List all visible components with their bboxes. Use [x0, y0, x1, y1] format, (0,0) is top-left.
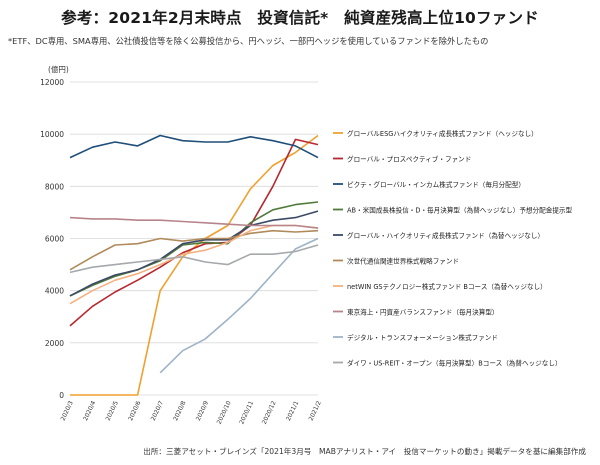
legend-entry: グローバル・プロスペクティブ・ファンド — [347, 154, 471, 163]
series-lines — [69, 134, 319, 396]
legend-entry: 次世代通信関連世界株式戦略ファンド — [347, 256, 459, 265]
y-tick-label: 10000 — [40, 130, 64, 139]
series-line-3 — [69, 134, 319, 159]
source-note: 出所：三菱アセット・ブレインズ「2021年3月号 MABアナリスト・アイ 投信マ… — [143, 447, 586, 456]
legend-entry: グローバルESGハイクオリティ成長株式ファンド（ヘッジなし） — [347, 129, 538, 138]
series-line-8 — [69, 216, 319, 229]
x-tick-label: 2020/5 — [105, 400, 120, 422]
footnote: *ETF、DC専用、SMA専用、公社債投信等を除く公募投信から、円ヘッジ、一部円… — [8, 36, 489, 46]
series-line-2 — [69, 138, 319, 327]
legend-entry: 東京海上・円資産バランスファンド（毎月決算型） — [347, 307, 499, 316]
y-tick-label: 4000 — [45, 287, 64, 296]
legend-entry: ダイワ・US-REIT・オープン（毎月決算型）Bコース（為替ヘッジなし） — [347, 358, 562, 367]
x-tick-label: 2020/10 — [216, 400, 233, 426]
legend-entry: ピクテ・グローバル・インカム株式ファンド（毎月分配型） — [347, 180, 525, 189]
x-tick-label: 2020/11 — [238, 400, 255, 426]
x-tick-label: 2020/12 — [261, 400, 278, 426]
series-line-6 — [69, 229, 319, 271]
x-tick-label: 2020/6 — [127, 400, 142, 422]
x-tick-label: 2020/4 — [82, 400, 97, 422]
x-axis: 2020/3 2020/4 2020/5 2020/6 2020/7 2020/8 2020… — [60, 400, 323, 426]
series-line-4 — [69, 201, 319, 297]
legend-entry: AB・米国成長株投信・D・毎月決算型（為替ヘッジなし）予想分配金提示型 — [347, 205, 573, 214]
legend-entry: グローバル・ハイクオリティ成長株式ファンド（為替ヘッジなし） — [347, 231, 544, 240]
y-axis: (億円) 0 2000 4000 6000 8000 10000 12000 — [40, 64, 69, 400]
series-line-9 — [159, 237, 319, 374]
x-tick-label: 2020/7 — [150, 400, 165, 422]
y-unit-label: (億円) — [48, 64, 69, 74]
series-line-5 — [69, 210, 319, 297]
grid — [70, 81, 318, 396]
legend-entry: netWIN GSテクノロジー株式ファンド Bコース（為替ヘッジなし） — [347, 282, 547, 291]
y-tick-label: 0 — [59, 391, 64, 400]
x-tick-label: 2020/8 — [172, 400, 187, 422]
y-tick-label: 8000 — [45, 182, 64, 191]
legend: グローバルESGハイクオリティ成長株式ファンド（ヘッジなし） グローバル・プロスペ… — [333, 129, 573, 367]
y-tick-label: 2000 — [45, 339, 64, 348]
x-tick-label: 2020/9 — [195, 400, 210, 422]
y-tick-label: 6000 — [45, 235, 64, 244]
x-tick-label: 2021/1 — [285, 400, 300, 422]
y-tick-label: 12000 — [40, 78, 64, 87]
x-tick-label: 2021/2 — [308, 400, 323, 422]
page-title: 参考：2021年2月末時点 投資信託* 純資産残高上位10ファンド — [61, 9, 539, 27]
x-tick-label: 2020/3 — [60, 400, 75, 422]
legend-entry: デジタル・トランスフォーメーション株式ファンド — [347, 333, 498, 342]
series-line-10 — [69, 244, 319, 274]
